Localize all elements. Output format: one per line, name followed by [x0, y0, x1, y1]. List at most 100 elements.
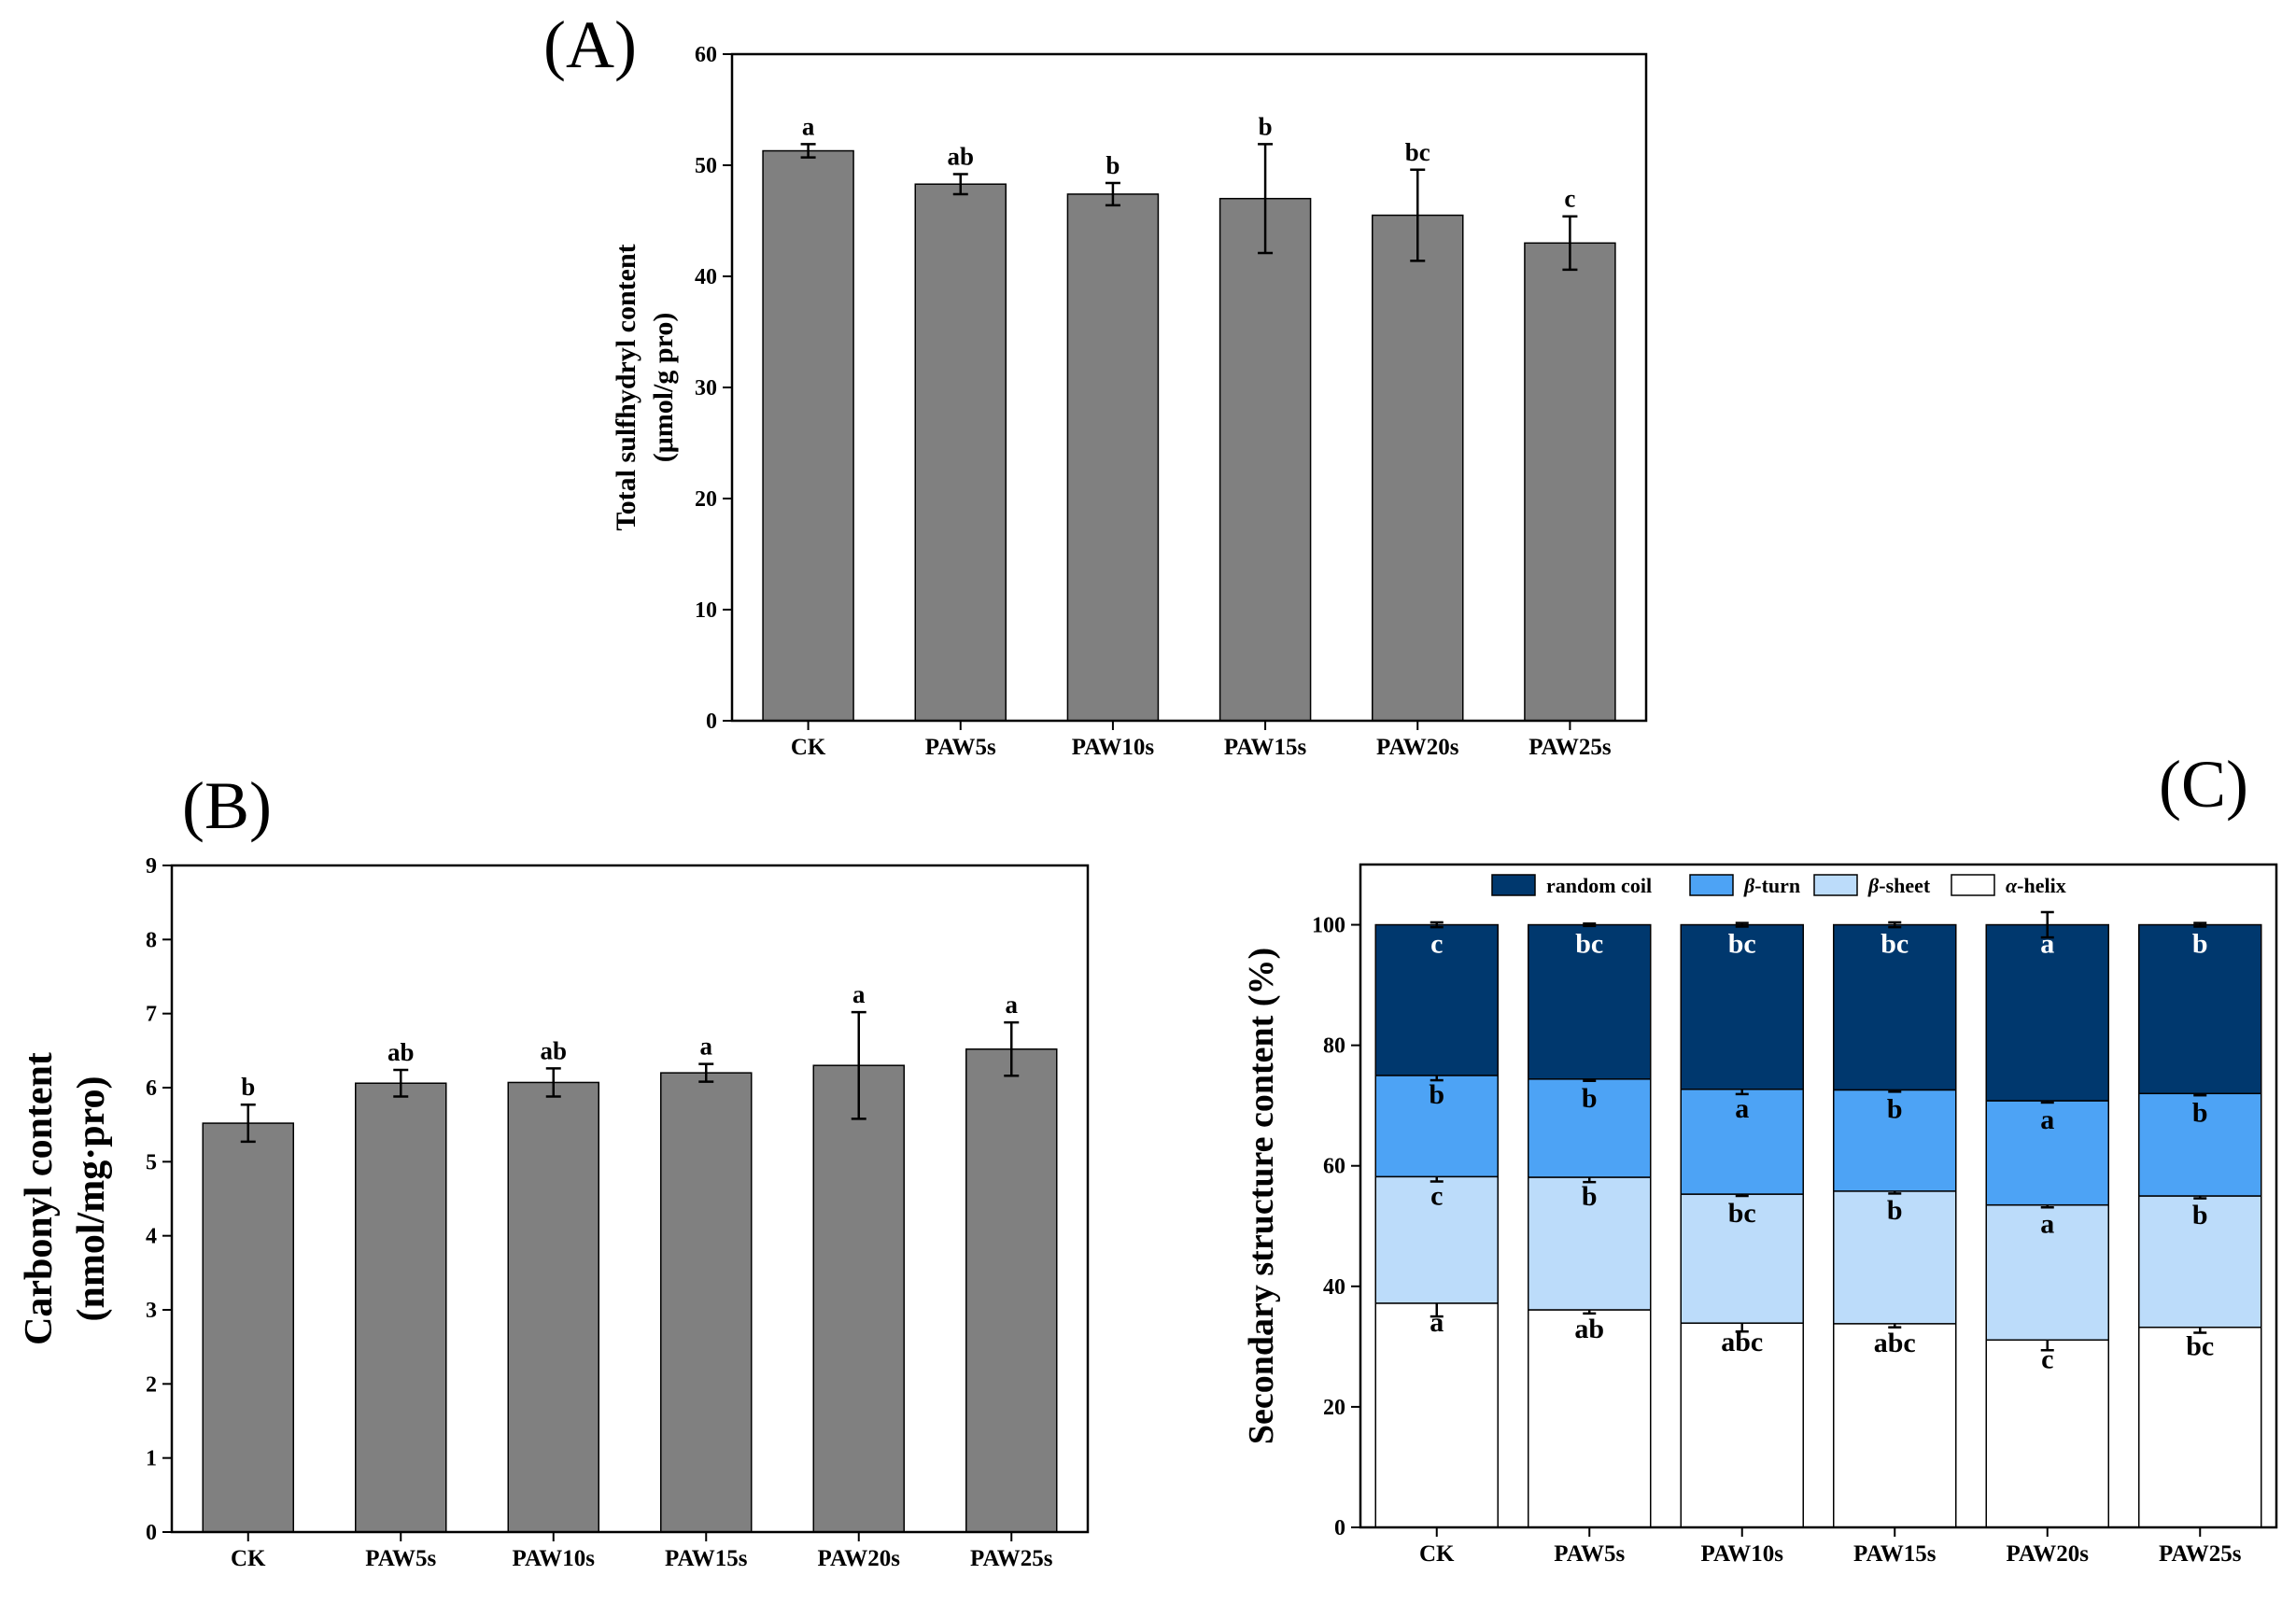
panel-c-legend-swatch-β-sheet	[1813, 874, 1858, 896]
panel-c-ytick-label: 80	[1323, 1034, 1345, 1059]
panel-b-category-label: PAW10s	[513, 1546, 596, 1571]
panel-c-segment-α-helix-CK	[1374, 1302, 1499, 1528]
panel-c-segment-β-sheet-PAW25s	[2138, 1195, 2262, 1329]
panel-c-significance-label: b	[1887, 1195, 1903, 1226]
panel-c-segment-β-sheet-PAW10s	[1680, 1193, 1804, 1324]
panel-c-segment-random coil-PAW5s	[1528, 923, 1652, 1080]
panel-c-significance-label: b	[1429, 1079, 1444, 1110]
panel-c-legend-swatch-β-turn	[1689, 874, 1734, 896]
panel-b-y-axis-label-line1: Carbonyl content	[18, 1052, 61, 1345]
panel-b-category-label: PAW20s	[818, 1546, 901, 1571]
panel-c-y-axis-label: Secondary structure content (%)	[1242, 948, 1281, 1444]
panel-b-significance-label: a	[1006, 991, 1019, 1019]
panel-c-ytick-label: 20	[1323, 1396, 1345, 1420]
panel-a-bar-PAW25s	[1524, 242, 1616, 722]
panel-b-y-axis-label-line2: (nmol/mg·pro)	[70, 1076, 113, 1322]
panel-a-total-sulfhydryl-chart: (A) 0 10 20 30 40 50 60 a CK ab PAW5s b PAW10s b PAW15…	[543, 7, 1648, 760]
panel-a-significance-label: b	[1259, 112, 1273, 140]
panel-c-ytick-label: 60	[1323, 1155, 1345, 1179]
panel-b-significance-label: a	[852, 980, 866, 1008]
panel-c-significance-label: c	[2041, 1343, 2053, 1374]
panel-c-segment-α-helix-PAW10s	[1680, 1322, 1804, 1528]
panel-c-segment-random coil-CK	[1374, 923, 1499, 1076]
panel-b-ytick-label: 5	[146, 1150, 157, 1174]
panel-c-segment-β-turn-PAW20s	[1985, 1100, 2109, 1206]
panel-b-bar-PAW5s	[355, 1082, 447, 1533]
panel-a-ytick-label: 10	[695, 598, 717, 623]
panel-c-segment-β-turn-PAW15s	[1833, 1089, 1957, 1192]
panel-c-legend-label-text: random coil	[1546, 874, 1652, 897]
panel-a-axes-frame	[730, 52, 1648, 723]
panel-a-ytick-label: 30	[695, 376, 717, 401]
panel-c-ytick-label: 40	[1323, 1275, 1345, 1300]
panel-b-bar-PAW15s	[660, 1072, 753, 1533]
panel-b-category-label: PAW5s	[365, 1546, 436, 1571]
panel-c-significance-label: bc	[1880, 929, 1909, 960]
panel-c-segment-β-sheet-PAW5s	[1528, 1176, 1652, 1311]
panel-b-ytick-label: 3	[146, 1299, 157, 1323]
panel-a-ytick-label: 0	[706, 710, 717, 734]
panel-c-ytick-label: 0	[1334, 1516, 1345, 1540]
panel-b-category-label: PAW15s	[665, 1546, 748, 1571]
panel-a-significance-label: c	[1564, 185, 1575, 213]
panel-c-segment-α-helix-PAW15s	[1833, 1323, 1957, 1528]
panel-a-bar-PAW10s	[1066, 193, 1160, 722]
panel-c-significance-label: b	[2192, 1200, 2208, 1230]
panel-a-ytick-label: 60	[695, 43, 717, 67]
panel-c-secondary-structure-chart: (C) 020406080100acbcCKabbbbcPAW5sabcbcab…	[1242, 747, 2278, 1567]
panel-b-ytick-label: 0	[146, 1521, 157, 1545]
panel-c-segment-α-helix-PAW25s	[2138, 1326, 2262, 1528]
panel-b-bar-PAW10s	[507, 1081, 599, 1533]
panel-c-significance-label: a	[1430, 1307, 1444, 1338]
panel-a-category-label: CK	[791, 735, 826, 760]
panel-c-legend-label: β-sheet	[1867, 874, 1931, 897]
panel-c-significance-label: b	[1582, 1181, 1598, 1212]
panel-c-significance-label: ab	[1574, 1314, 1604, 1344]
panel-c-segment-random coil-PAW25s	[2138, 923, 2262, 1095]
panel-c-category-label: PAW25s	[2159, 1541, 2242, 1567]
panel-a-bar-CK	[762, 149, 854, 722]
panel-c-legend-label-text: -sheet	[1879, 874, 1931, 897]
panel-c-legend-swatch-random coil	[1491, 874, 1536, 896]
panel-a-category-label: PAW5s	[925, 735, 996, 760]
panel-b-bar-CK	[202, 1122, 294, 1533]
panel-a-significance-label: bc	[1405, 138, 1430, 166]
panel-a-category-label: PAW20s	[1376, 735, 1459, 760]
panel-c-axes-frame	[1359, 863, 2278, 1529]
panel-a-bar-PAW5s	[914, 183, 1007, 722]
panel-a-y-axis-label-line2: (μmol/g pro)	[648, 313, 679, 463]
panel-a-category-label: PAW25s	[1528, 735, 1612, 760]
panel-b-bar-PAW20s	[812, 1064, 905, 1533]
panel-c-segment-β-sheet-PAW20s	[1985, 1203, 2109, 1342]
panel-b-ytick-label: 6	[146, 1076, 157, 1101]
panel-b-significance-label: b	[241, 1073, 255, 1101]
panel-c-category-label: CK	[1419, 1541, 1455, 1567]
panel-a-ytick-label: 40	[695, 265, 717, 289]
panel-c-segment-β-sheet-CK	[1374, 1175, 1499, 1304]
panel-b-significance-label: ab	[387, 1038, 415, 1066]
panel-b-ytick-label: 4	[146, 1225, 157, 1249]
panel-c-significance-label: abc	[1874, 1328, 1916, 1358]
panel-c-segment-random coil-PAW15s	[1833, 923, 1957, 1091]
panel-a-category-label: PAW10s	[1072, 735, 1155, 760]
panel-c-ytick-label: 100	[1312, 914, 1345, 938]
panel-c-segment-random coil-PAW20s	[1985, 923, 2109, 1102]
panel-c-significance-label: a	[2040, 1209, 2054, 1240]
panel-c-segment-β-turn-CK	[1374, 1075, 1499, 1178]
panel-c-category-label: PAW15s	[1853, 1541, 1937, 1567]
panel-c-legend-swatch-α-helix	[1951, 874, 1995, 896]
panel-c-legend-label-greek: β	[1743, 874, 1755, 897]
panel-b-ytick-label: 7	[146, 1003, 157, 1027]
panel-c-significance-label: b	[2192, 929, 2208, 960]
panel-c-segment-β-turn-PAW5s	[1528, 1078, 1652, 1178]
panel-c-significance-label: bc	[2186, 1331, 2214, 1362]
panel-c-significance-label: a	[1735, 1093, 1749, 1124]
panel-c-significance-label: a	[2040, 929, 2054, 960]
panel-c-legend-label: β-turn	[1743, 874, 1800, 897]
panel-c-significance-label: bc	[1575, 929, 1603, 960]
panel-c-significance-label: bc	[1728, 1198, 1756, 1229]
panel-a-ytick-label: 50	[695, 154, 717, 178]
panel-c-segment-α-helix-PAW5s	[1528, 1309, 1652, 1528]
panel-a-significance-label: ab	[947, 143, 974, 171]
